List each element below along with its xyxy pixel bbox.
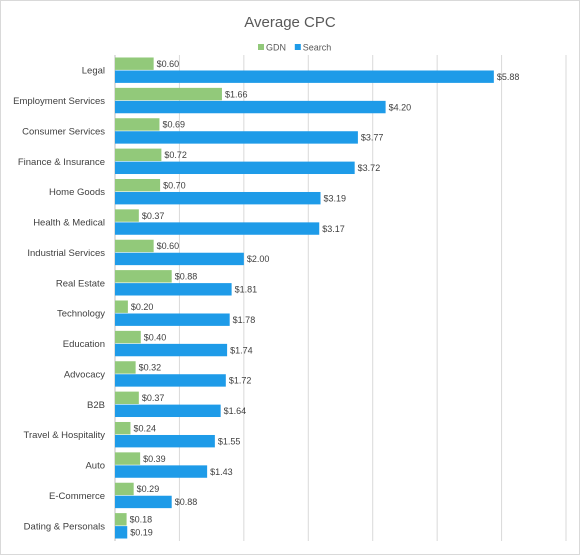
- data-label-search-education: $1.74: [230, 345, 253, 355]
- bar-search-real-estate: [115, 283, 232, 296]
- bar-gdn-home-goods: [115, 178, 161, 192]
- data-label-gdn-travel-and-hospitality: $0.24: [133, 423, 156, 433]
- data-label-search-technology: $1.78: [233, 315, 256, 325]
- bar-gdn-advocacy: [115, 361, 136, 374]
- category-label-real-estate: Real Estate: [56, 278, 105, 289]
- data-label-gdn-e-commerce: $0.29: [137, 484, 160, 494]
- bar-gdn-b2b: [115, 391, 139, 405]
- bar-search-dating-and-personals: [115, 526, 128, 539]
- legend-label-search: Search: [303, 43, 332, 53]
- data-label-gdn-health-and-medical: $0.37: [142, 211, 165, 221]
- legend: GDN Search: [258, 43, 331, 53]
- bar-search-travel-and-hospitality: [115, 434, 215, 448]
- bar-gdn-technology: [115, 300, 128, 313]
- bar-search-auto: [115, 465, 208, 478]
- data-label-gdn-real-estate: $0.88: [175, 272, 198, 282]
- data-label-gdn-home-goods: $0.70: [163, 180, 186, 190]
- category-label-b2b: B2B: [87, 400, 105, 411]
- data-label-search-b2b: $1.64: [224, 406, 247, 416]
- data-label-gdn-technology: $0.20: [131, 302, 154, 312]
- data-label-search-e-commerce: $0.88: [175, 497, 198, 507]
- category-label-employment-services: Employment Services: [13, 96, 105, 107]
- bar-gdn-industrial-services: [115, 239, 154, 253]
- category-label-industrial-services: Industrial Services: [27, 248, 105, 259]
- data-label-gdn-finance-and-insurance: $0.72: [164, 150, 187, 160]
- data-label-search-finance-and-insurance: $3.72: [358, 163, 381, 173]
- bar-gdn-education: [115, 330, 141, 344]
- data-label-search-dating-and-personals: $0.19: [130, 528, 153, 538]
- data-label-gdn-advocacy: $0.32: [139, 363, 162, 373]
- data-label-gdn-dating-and-personals: $0.18: [130, 515, 153, 525]
- data-label-gdn-b2b: $0.37: [142, 393, 165, 403]
- data-label-gdn-employment-services: $1.66: [225, 89, 248, 99]
- category-label-advocacy: Advocacy: [64, 369, 105, 380]
- data-label-gdn-consumer-services: $0.69: [162, 120, 185, 130]
- bar-search-technology: [115, 313, 230, 326]
- category-label-consumer-services: Consumer Services: [22, 126, 105, 137]
- bar-gdn-health-and-medical: [115, 209, 139, 222]
- data-label-search-consumer-services: $3.77: [361, 133, 384, 143]
- bar-gdn-consumer-services: [115, 118, 160, 131]
- data-label-search-health-and-medical: $3.17: [322, 224, 345, 234]
- labels: Legal $0.60 $5.88 Employment Services $1.66 $…: [13, 59, 519, 538]
- bar-search-employment-services: [115, 100, 386, 114]
- category-label-finance-and-insurance: Finance & Insurance: [18, 157, 105, 168]
- category-label-legal: Legal: [82, 66, 105, 77]
- data-label-search-legal: $5.88: [497, 72, 520, 82]
- bar-gdn-real-estate: [115, 270, 172, 283]
- data-label-search-industrial-services: $2.00: [247, 254, 270, 264]
- data-label-search-real-estate: $1.81: [235, 285, 258, 295]
- legend-swatch-gdn: [258, 44, 264, 50]
- bar-search-industrial-services: [115, 252, 244, 266]
- bar-search-health-and-medical: [115, 222, 320, 235]
- data-label-gdn-legal: $0.60: [157, 59, 180, 69]
- category-label-auto: Auto: [85, 461, 105, 472]
- bar-search-education: [115, 343, 228, 357]
- bar-gdn-auto: [115, 452, 141, 465]
- data-label-gdn-auto: $0.39: [143, 454, 166, 464]
- bar-search-b2b: [115, 404, 221, 418]
- bar-gdn-employment-services: [115, 87, 222, 101]
- data-label-search-auto: $1.43: [210, 467, 233, 477]
- bar-gdn-finance-and-insurance: [115, 148, 162, 162]
- data-label-gdn-industrial-services: $0.60: [157, 241, 180, 251]
- category-label-education: Education: [63, 339, 105, 350]
- bar-search-consumer-services: [115, 131, 358, 144]
- legend-swatch-search: [294, 44, 301, 50]
- category-label-home-goods: Home Goods: [49, 187, 105, 198]
- bars: [115, 57, 494, 539]
- category-label-health-and-medical: Health & Medical: [33, 218, 105, 229]
- bar-gdn-e-commerce: [115, 482, 134, 496]
- data-label-search-advocacy: $1.72: [229, 376, 252, 386]
- category-label-technology: Technology: [57, 309, 105, 320]
- data-label-gdn-education: $0.40: [144, 332, 167, 342]
- legend-label-gdn: GDN: [266, 43, 286, 53]
- bar-gdn-legal: [115, 57, 154, 70]
- bar-gdn-travel-and-hospitality: [115, 421, 131, 435]
- category-label-travel-and-hospitality: Travel & Hospitality: [24, 430, 106, 441]
- data-label-search-home-goods: $3.19: [324, 193, 347, 203]
- data-label-search-travel-and-hospitality: $1.55: [218, 436, 241, 446]
- bar-search-home-goods: [115, 191, 321, 205]
- bar-search-e-commerce: [115, 495, 172, 509]
- category-label-dating-and-personals: Dating & Personals: [24, 521, 106, 532]
- bar-search-advocacy: [115, 374, 226, 387]
- data-label-search-employment-services: $4.20: [389, 102, 412, 112]
- category-label-e-commerce: E-Commerce: [49, 491, 105, 502]
- bar-search-finance-and-insurance: [115, 161, 355, 175]
- chart-title: Average CPC: [244, 14, 336, 31]
- bar-gdn-dating-and-personals: [115, 513, 127, 526]
- bar-search-legal: [115, 70, 494, 83]
